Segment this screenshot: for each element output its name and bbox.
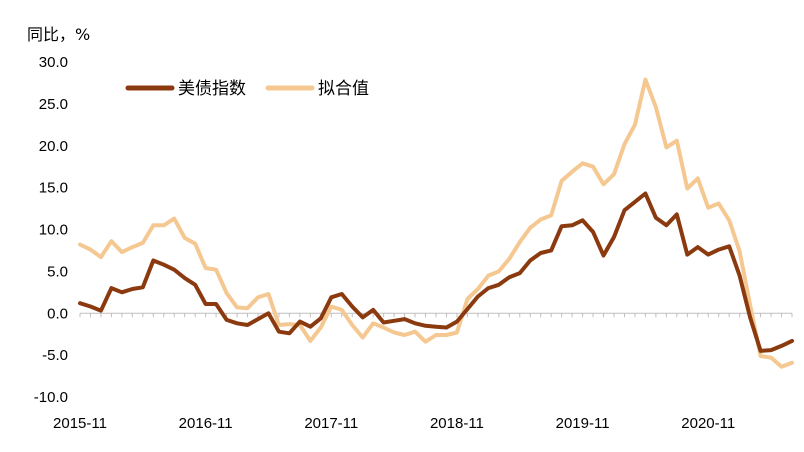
legend-label: 拟合值 (318, 79, 369, 99)
y-tick-label: 20.0 (39, 138, 68, 155)
series-layer (78, 77, 794, 369)
y-tick-label: 30.0 (39, 54, 68, 71)
legend-label: 美债指数 (178, 79, 246, 99)
y-tick-label: 0.0 (47, 305, 68, 322)
x-tick-label: 2017-11 (304, 415, 358, 432)
y-axis-label: 同比，% (27, 25, 90, 44)
x-tick-label: 2015-11 (53, 415, 107, 432)
y-tick-label: -10.0 (34, 389, 68, 406)
series-line-fitted-value (78, 77, 794, 369)
x-tick-label: 2016-11 (179, 415, 233, 432)
y-tick-label: -5.0 (42, 347, 68, 364)
series-line-treasury-index (78, 191, 794, 353)
x-tick-label: 2020-11 (681, 415, 735, 432)
x-axis: 2015-11 2016-11 2017-11 2018-11 2019-11 2020-… (53, 312, 793, 432)
y-tick-label: 5.0 (47, 263, 68, 280)
y-tick-label: 25.0 (39, 96, 68, 113)
x-tick-label: 2018-11 (430, 415, 484, 432)
legend: 美债指数 拟合值 (125, 79, 369, 99)
y-axis-ticks: 30.0 25.0 20.0 15.0 10.0 5.0 0.0 -5.0 -10.0 (34, 54, 68, 406)
y-tick-label: 15.0 (39, 180, 68, 197)
y-tick-label: 10.0 (39, 222, 68, 239)
x-tick-label: 2019-11 (556, 415, 610, 432)
